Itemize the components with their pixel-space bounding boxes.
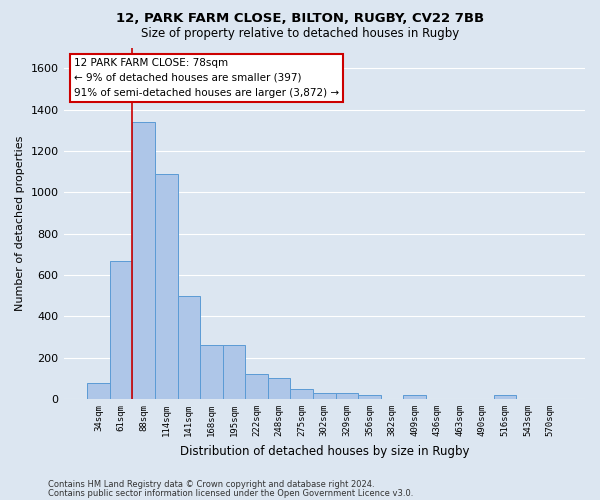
- Bar: [313, 393, 335, 399]
- Bar: [87, 382, 110, 399]
- Bar: [494, 395, 516, 399]
- Text: Contains public sector information licensed under the Open Government Licence v3: Contains public sector information licen…: [48, 490, 413, 498]
- Bar: [268, 378, 290, 399]
- Y-axis label: Number of detached properties: Number of detached properties: [15, 136, 25, 311]
- Bar: [245, 374, 268, 399]
- Bar: [133, 122, 155, 399]
- Text: 12, PARK FARM CLOSE, BILTON, RUGBY, CV22 7BB: 12, PARK FARM CLOSE, BILTON, RUGBY, CV22…: [116, 12, 484, 26]
- Text: Size of property relative to detached houses in Rugby: Size of property relative to detached ho…: [141, 28, 459, 40]
- Bar: [403, 395, 426, 399]
- Bar: [223, 346, 245, 399]
- X-axis label: Distribution of detached houses by size in Rugby: Distribution of detached houses by size …: [179, 444, 469, 458]
- Bar: [290, 388, 313, 399]
- Bar: [200, 346, 223, 399]
- Text: Contains HM Land Registry data © Crown copyright and database right 2024.: Contains HM Land Registry data © Crown c…: [48, 480, 374, 489]
- Text: 12 PARK FARM CLOSE: 78sqm
← 9% of detached houses are smaller (397)
91% of semi-: 12 PARK FARM CLOSE: 78sqm ← 9% of detach…: [74, 58, 339, 98]
- Bar: [335, 393, 358, 399]
- Bar: [178, 296, 200, 399]
- Bar: [358, 395, 381, 399]
- Bar: [110, 260, 133, 399]
- Bar: [155, 174, 178, 399]
